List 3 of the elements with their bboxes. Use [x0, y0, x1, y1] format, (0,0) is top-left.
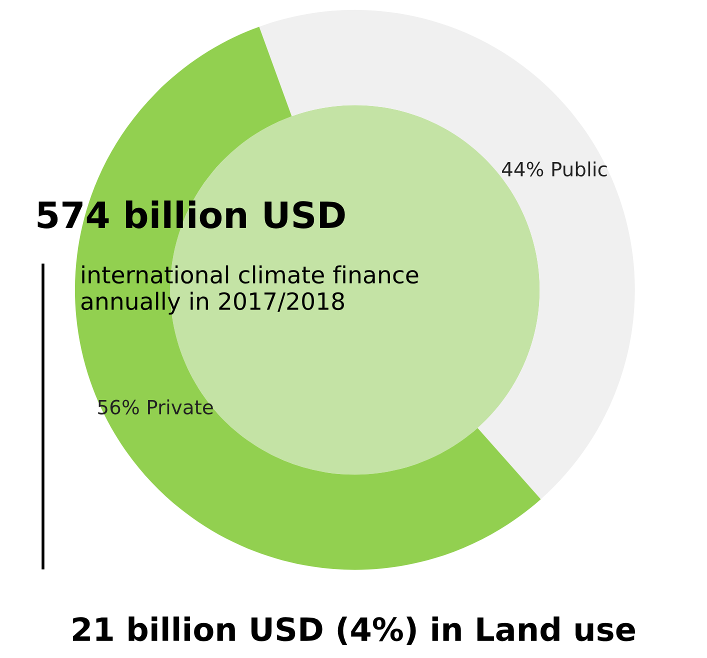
slice-label: 44% Public — [502, 161, 607, 177]
text: 21 billion USD (4%) in Land use — [72, 616, 635, 646]
text: international climate finance annually in 2017/2018 — [81, 265, 418, 315]
